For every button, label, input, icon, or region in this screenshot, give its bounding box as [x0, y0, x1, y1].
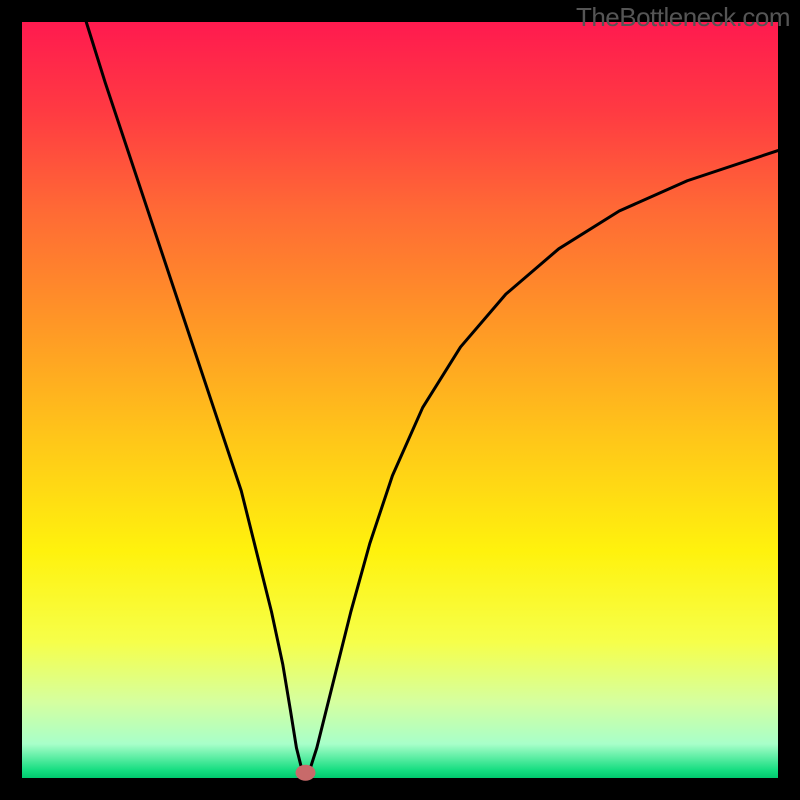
- bottleneck-chart: [0, 0, 800, 800]
- chart-frame: TheBottleneck.com: [0, 0, 800, 800]
- optimal-point-marker: [296, 765, 316, 781]
- watermark-text: TheBottleneck.com: [576, 2, 790, 33]
